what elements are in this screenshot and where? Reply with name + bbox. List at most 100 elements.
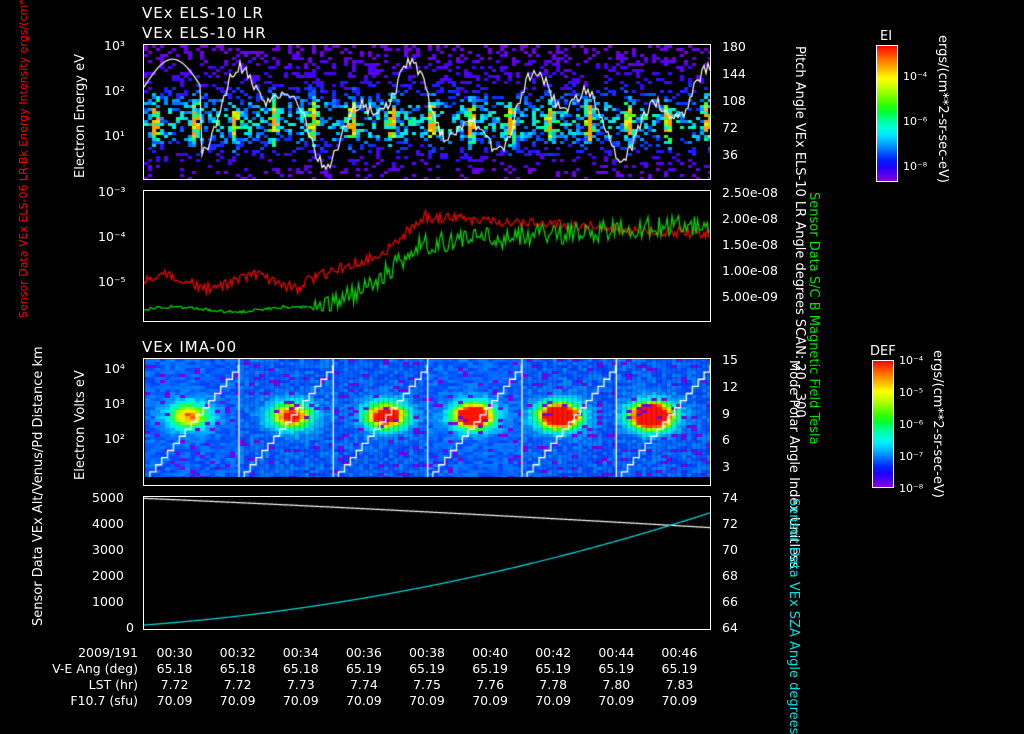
panel1-ytick-1: 10² (104, 83, 125, 98)
colorbar-ei (876, 45, 898, 182)
panel4-ytick-2: 3000 (92, 542, 124, 557)
footer-row-label-0: V-E Ang (deg) (52, 661, 138, 676)
panel3-rtick-3: 6 (722, 432, 730, 447)
panel4-rtick-3: 68 (722, 568, 738, 583)
footer-f107-0: 70.09 (156, 693, 193, 708)
panel4-rtick-1: 72 (722, 516, 738, 531)
panel1-rtick-4: 36 (722, 147, 738, 162)
colorbar-def-title: DEF (870, 344, 896, 359)
panel4-ytick-1: 4000 (92, 516, 124, 531)
footer-date-label: 2009/191 (78, 645, 138, 660)
panel3-rtick-0: 15 (722, 352, 738, 367)
panel2-ytick-0: 10⁻³ (98, 184, 126, 199)
panel1-rtick-3: 72 (722, 120, 738, 135)
panel4-ytick-5: 0 (126, 620, 134, 635)
panel-energy-intensity-magnetic (143, 190, 711, 322)
footer-f107-2: 70.09 (282, 693, 319, 708)
panel3-left-axis-label: Electron Volts eV (73, 370, 88, 480)
footer-lst-7: 7.80 (602, 677, 631, 692)
panel3-title: VEx IMA-00 (142, 338, 238, 356)
footer-time-2: 00:34 (282, 645, 319, 660)
panel4-ytick-4: 1000 (92, 594, 124, 609)
colorbar-ei-tick-0: 10⁻⁴ (903, 70, 928, 83)
footer-ve-ang-4: 65.19 (409, 661, 445, 676)
footer-ve-ang-0: 65.18 (156, 661, 193, 676)
footer-lst-6: 7.78 (539, 677, 568, 692)
footer-ve-ang-1: 65.18 (219, 661, 256, 676)
footer-f107-4: 70.09 (409, 693, 445, 708)
footer-row-label-1: LST (hr) (88, 677, 138, 692)
colorbar-def-tick-0: 10⁻⁴ (899, 354, 924, 367)
footer-ve-ang-2: 65.18 (282, 661, 319, 676)
panel1-rtick-2: 108 (722, 93, 746, 108)
footer-time-7: 00:44 (598, 645, 635, 660)
panel4-rtick-2: 70 (722, 542, 738, 557)
panel3-rtick-2: 9 (722, 406, 730, 421)
panel4-ytick-3: 2000 (92, 568, 124, 583)
panel3-ytick-0: 10⁴ (104, 361, 125, 376)
panel2-ytick-1: 10⁻⁴ (98, 229, 126, 244)
colorbar-def (872, 360, 894, 488)
panel3-ytick-1: 10³ (104, 396, 125, 411)
panel4-rtick-0: 74 (722, 490, 738, 505)
footer-row-label-2: F10.7 (sfu) (70, 693, 138, 708)
footer-f107-7: 70.09 (598, 693, 635, 708)
panel3-rtick-4: 3 (722, 459, 730, 474)
footer-ve-ang-3: 65.19 (345, 661, 382, 676)
footer-lst-4: 7.75 (413, 677, 441, 692)
panel4-ytick-0: 5000 (92, 490, 124, 505)
colorbar-def-unit: ergs/(cm**2-sr-sec-eV) (930, 350, 945, 498)
footer-f107-8: 70.09 (661, 693, 698, 708)
colorbar-ei-unit: ergs/(cm**2-sr-sec-eV) (935, 35, 950, 183)
panel2-rtick-0: 2.50e-08 (722, 185, 778, 200)
panel2-rtick-3: 1.00e-08 (722, 263, 778, 278)
panel4-rtick-4: 66 (722, 594, 738, 609)
colorbar-def-tick-2: 10⁻⁶ (899, 418, 924, 431)
colorbar-ei-tick-1: 10⁻⁶ (903, 115, 928, 128)
footer-ve-ang-5: 65.19 (472, 661, 508, 676)
panel2-rtick-1: 2.00e-08 (722, 211, 778, 226)
footer-ve-ang-6: 65.19 (535, 661, 572, 676)
footer-lst-0: 7.72 (160, 677, 189, 692)
panel4-right-axis-label: Sensor Data VEx SZA Angle degrees (786, 498, 801, 734)
footer-lst-1: 7.72 (223, 677, 252, 692)
panel1-ytick-0: 10³ (104, 38, 125, 53)
footer-time-4: 00:38 (408, 645, 446, 660)
footer-time-8: 00:46 (661, 645, 698, 660)
panel2-left-axis-label: Sensor Data VEx ELS-06 LR-Bk Energy Inte… (17, 0, 30, 318)
panel2-rtick-4: 5.00e-09 (722, 289, 778, 304)
footer-lst-2: 7.73 (286, 677, 315, 692)
footer-f107-3: 70.09 (345, 693, 382, 708)
footer-ve-ang-8: 65.19 (661, 661, 698, 676)
footer-f107-1: 70.09 (219, 693, 256, 708)
footer-f107-6: 70.09 (535, 693, 572, 708)
panel2-ytick-2: 10⁻⁵ (98, 274, 126, 289)
colorbar-def-tick-3: 10⁻⁷ (899, 450, 924, 463)
colorbar-ei-tick-2: 10⁻⁸ (903, 160, 928, 173)
panel-ima-spectrogram (143, 358, 711, 486)
footer-time-3: 00:36 (345, 645, 382, 660)
colorbar-def-tick-4: 10⁻⁸ (899, 482, 924, 495)
panel4-rtick-5: 64 (722, 620, 738, 635)
panel1-title-hr: VEx ELS-10 HR (142, 24, 267, 42)
panel1-rtick-1: 144 (722, 66, 746, 81)
footer-lst-3: 7.74 (349, 677, 378, 692)
footer-lst-5: 7.76 (476, 677, 505, 692)
panel1-title-lr: VEx ELS-10 LR (142, 4, 264, 22)
panel-altitude-sza (143, 496, 711, 630)
plot-window: VEx ELS-10 LR VEx ELS-10 HR Electron Ene… (17, 0, 950, 734)
footer-f107-5: 70.09 (472, 693, 508, 708)
panel2-rtick-2: 1.50e-08 (722, 237, 778, 252)
panel2-right-axis-label: Sensor Data S/C B Magnetic Field Tesla (806, 192, 821, 445)
footer-time-5: 00:40 (472, 645, 509, 660)
colorbar-ei-title: EI (880, 29, 893, 44)
panel3-ytick-2: 10² (104, 431, 125, 446)
panel4-left-axis-label: Sensor Data VEx Alt/Venus/Pd Distance km (31, 346, 46, 626)
panel1-ytick-2: 10¹ (104, 128, 125, 143)
footer-ve-ang-7: 65.19 (598, 661, 635, 676)
footer-time-0: 00:30 (156, 645, 193, 660)
panel3-rtick-1: 12 (722, 379, 738, 394)
footer-lst-8: 7.83 (665, 677, 694, 692)
footer-time-6: 00:42 (535, 645, 572, 660)
colorbar-def-tick-1: 10⁻⁵ (899, 386, 924, 399)
